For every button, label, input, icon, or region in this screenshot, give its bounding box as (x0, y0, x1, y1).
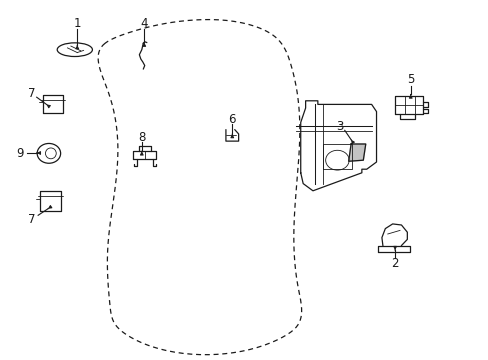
Text: 1: 1 (73, 17, 81, 30)
Text: 7: 7 (28, 87, 36, 100)
Text: 2: 2 (390, 257, 398, 270)
Text: 3: 3 (335, 120, 343, 132)
Text: 7: 7 (28, 213, 36, 226)
Text: 8: 8 (138, 131, 145, 144)
Text: 4: 4 (140, 17, 148, 30)
Text: 6: 6 (228, 113, 236, 126)
Text: 9: 9 (16, 147, 23, 159)
Polygon shape (348, 144, 365, 161)
Text: 5: 5 (406, 73, 414, 86)
